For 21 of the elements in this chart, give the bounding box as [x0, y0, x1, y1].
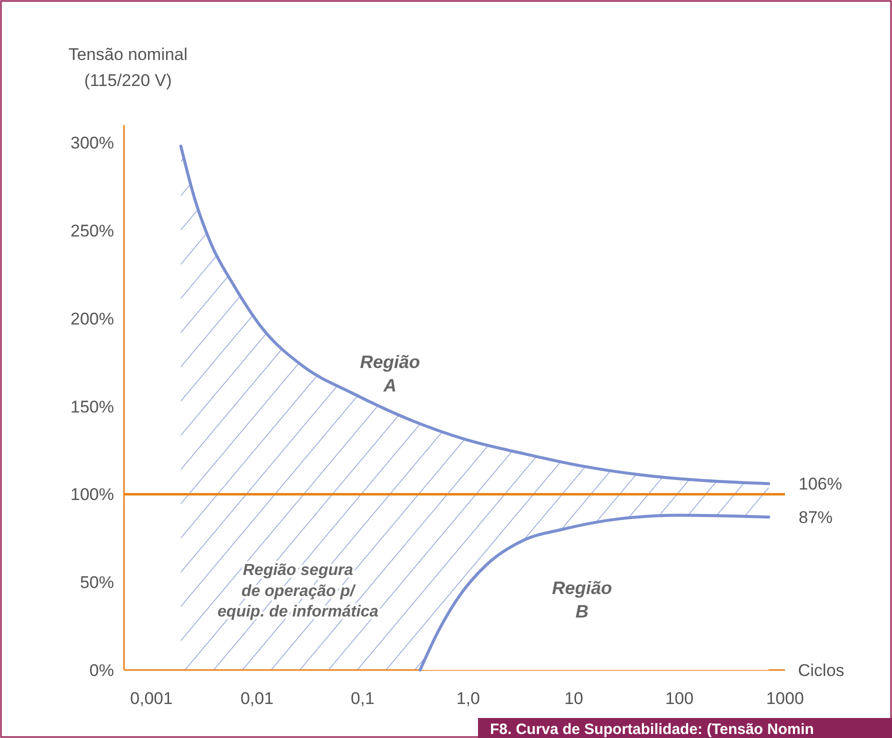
- y-tick-label: 0%: [89, 661, 114, 680]
- annotation: Região A: [360, 352, 420, 396]
- x-tick-label: 1000: [766, 689, 804, 708]
- annotation: 87%: [798, 508, 833, 528]
- x-tick-label: 0,01: [240, 689, 274, 708]
- y-tick-label: 50%: [80, 573, 114, 592]
- y-axis-title: Tensão nominal (115/220 V): [68, 45, 188, 90]
- y-tick-label: 150%: [70, 397, 114, 416]
- x-tick-label: 0,001: [130, 689, 173, 708]
- x-tick-label: 100: [665, 689, 694, 708]
- annotation: Região B: [552, 578, 612, 622]
- y-tick-label: 300%: [70, 134, 114, 153]
- x-tick-label: 1,0: [456, 689, 480, 708]
- y-tick-label: 200%: [70, 309, 114, 328]
- y-tick-label: 100%: [70, 485, 114, 504]
- x-axis-title: Ciclos: [798, 661, 844, 680]
- x-tick-label: 0,1: [350, 689, 374, 708]
- x-tick-label: 10: [564, 689, 584, 708]
- y-tick-label: 250%: [70, 221, 114, 240]
- annotation: 106%: [798, 474, 842, 494]
- text: F8. Curva de Suportabilidade: (Tensão Nomin: [490, 721, 814, 738]
